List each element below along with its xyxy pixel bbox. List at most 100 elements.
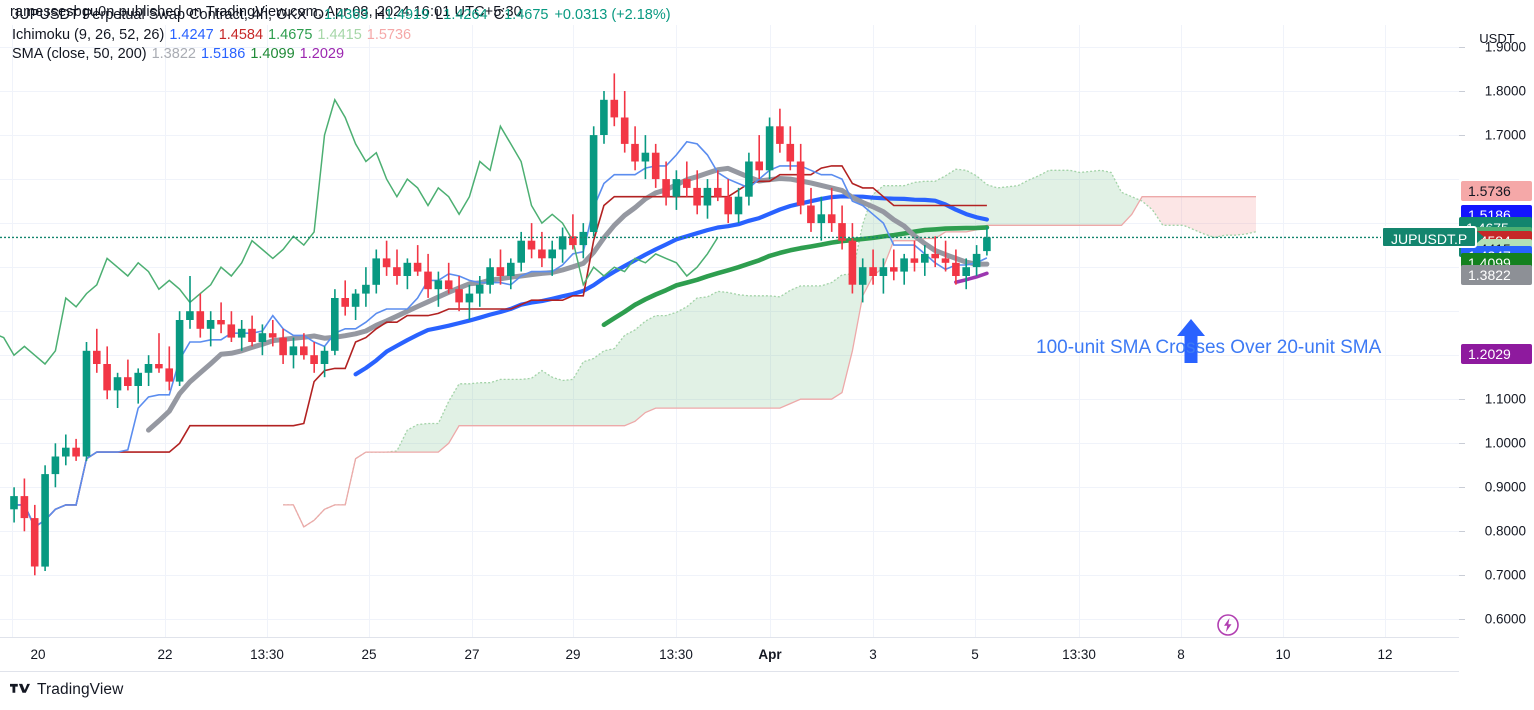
candle-body bbox=[51, 456, 60, 475]
candle-body bbox=[424, 271, 432, 290]
legend-sma-value-0: 1.3822 bbox=[151, 46, 196, 62]
candle-body bbox=[320, 350, 329, 364]
candle-body bbox=[124, 377, 132, 386]
candle-body bbox=[217, 320, 225, 325]
candle-body bbox=[786, 143, 795, 162]
candle-body bbox=[175, 320, 184, 382]
candle-wick bbox=[572, 214, 574, 250]
sma-20-gray-line bbox=[146, 165, 990, 433]
candle-body bbox=[134, 372, 142, 386]
candle-body bbox=[268, 333, 277, 338]
candle-body bbox=[724, 196, 732, 215]
price-tick-8: 0.6000 bbox=[1484, 611, 1526, 627]
sma-gray-tag[interactable]: 1.3822 bbox=[1461, 264, 1532, 285]
candle-wick bbox=[416, 245, 419, 276]
candle-body bbox=[589, 135, 598, 232]
candle-wick bbox=[437, 271, 440, 307]
candle-body bbox=[858, 267, 867, 285]
legend-sma-title: SMA (close, 50, 200) bbox=[12, 46, 147, 62]
candle-body bbox=[869, 267, 877, 276]
price-tick-dash-1 bbox=[1459, 91, 1465, 92]
price-tick-1: 1.8000 bbox=[1484, 83, 1526, 99]
candle-body bbox=[703, 187, 712, 206]
up-arrow-marker[interactable] bbox=[1176, 318, 1206, 364]
gridline-h-13 bbox=[0, 619, 1459, 620]
candle-body bbox=[186, 311, 194, 320]
time-tick-9: 5 bbox=[971, 647, 979, 662]
candle-wick bbox=[913, 240, 916, 272]
sma-100-green-line bbox=[601, 225, 990, 328]
time-tick-11: 8 bbox=[1177, 647, 1185, 662]
sma-cross-annotation[interactable]: 100-unit SMA Crosses Over 20-unit SMA bbox=[1036, 337, 1382, 358]
ichimoku-cloud-segment bbox=[283, 169, 1143, 527]
price-tick-dash-0 bbox=[1459, 47, 1465, 48]
gridline-h-12 bbox=[0, 575, 1459, 576]
tradingview-logo-icon bbox=[10, 683, 30, 693]
time-axis[interactable]: 20 22 13:30 25 27 29 13:30 Apr 3 5 13:30 8 10 12 bbox=[0, 637, 1459, 672]
gridline-h-8 bbox=[0, 399, 1459, 400]
gridline-h-1 bbox=[0, 91, 1459, 92]
candle-body bbox=[631, 143, 639, 162]
candle-body bbox=[538, 249, 546, 259]
candle-body bbox=[444, 280, 453, 290]
gridline-v-13 bbox=[1385, 25, 1386, 637]
symbol-flag[interactable]: JUPUSDT.P bbox=[1381, 226, 1478, 249]
gridline-v-7 bbox=[770, 25, 771, 637]
legend-symbol-title: JUPUSDT Perpetual Swap Contract, 4h, OKX bbox=[12, 7, 307, 23]
senkou-b-tag[interactable]: 1.5736 bbox=[1461, 180, 1532, 201]
candle-body bbox=[196, 311, 205, 329]
price-tick-5: 0.9000 bbox=[1484, 479, 1526, 495]
candle-body bbox=[227, 324, 236, 338]
legend-sma-value-2: 1.4099 bbox=[250, 46, 295, 62]
time-tick-12: 10 bbox=[1275, 647, 1291, 662]
price-axis[interactable]: USDT 1.9000 1.8000 1.7000 1.1000 1.0000 0.900… bbox=[1459, 25, 1534, 637]
candle-body bbox=[848, 240, 857, 285]
gridline-v-1 bbox=[165, 25, 166, 637]
candle-body bbox=[548, 249, 556, 259]
gridline-v-2 bbox=[267, 25, 268, 637]
candle-body bbox=[434, 280, 443, 290]
price-tick-7: 0.7000 bbox=[1484, 567, 1526, 583]
legend-symbol-row[interactable]: JUPUSDT Perpetual Swap Contract, 4h, OKX… bbox=[12, 6, 671, 26]
candle-body bbox=[641, 152, 650, 162]
candle-body bbox=[600, 99, 608, 135]
chart-canvas[interactable]: 100-unit SMA Crosses Over 20-unit SMA bbox=[0, 25, 1459, 637]
gridline-v-5 bbox=[573, 25, 574, 637]
candle-body bbox=[952, 262, 960, 276]
candle-body bbox=[465, 293, 474, 303]
candle-body bbox=[486, 267, 494, 285]
candle-body bbox=[403, 262, 412, 276]
legend-ichimoku-row[interactable]: Ichimoku (9, 26, 52, 26) 1.4247 1.4584 1.46… bbox=[12, 26, 671, 46]
time-tick-0: 20 bbox=[30, 647, 46, 662]
candle-body bbox=[475, 284, 484, 294]
gridline-v-4 bbox=[472, 25, 473, 637]
candle-body bbox=[558, 236, 567, 250]
price-tick-dash-7 bbox=[1459, 575, 1465, 576]
candle-body bbox=[755, 161, 763, 171]
price-tick-6: 0.8000 bbox=[1484, 523, 1526, 539]
candle-wick bbox=[541, 231, 543, 268]
candlestick-series bbox=[10, 73, 991, 576]
sma200-tag[interactable]: 1.2029 bbox=[1461, 343, 1532, 364]
legend-sma-row[interactable]: SMA (close, 50, 200) 1.3822 1.5186 1.4099 1.… bbox=[12, 45, 671, 65]
gridline-h-7 bbox=[0, 355, 1459, 356]
ichimoku-senkou-b-line bbox=[283, 196, 1256, 528]
gridline-h-6 bbox=[0, 311, 1459, 312]
candle-wick bbox=[385, 240, 388, 276]
ichimoku-kijun-line bbox=[14, 165, 987, 529]
candle-body bbox=[569, 236, 577, 246]
gridline-v-0 bbox=[12, 25, 13, 637]
chart-plot-layer bbox=[0, 73, 1459, 576]
publisher-line: ramessesbgu0n published on TradingView.c… bbox=[10, 4, 522, 20]
candle-body bbox=[206, 320, 215, 329]
legend-ichimoku-value-1: 1.4584 bbox=[218, 26, 264, 43]
gridline-h-9 bbox=[0, 443, 1459, 444]
gridline-v-10 bbox=[1079, 25, 1080, 637]
candle-body bbox=[20, 496, 29, 519]
price-tick-0: 1.9000 bbox=[1484, 39, 1526, 55]
candle-body bbox=[620, 117, 629, 144]
flash-circle-icon[interactable] bbox=[1216, 613, 1240, 637]
legend-sma-value-1: 1.5186 bbox=[200, 46, 246, 62]
candle-body bbox=[413, 262, 422, 272]
price-tick-dash-6 bbox=[1459, 531, 1465, 532]
